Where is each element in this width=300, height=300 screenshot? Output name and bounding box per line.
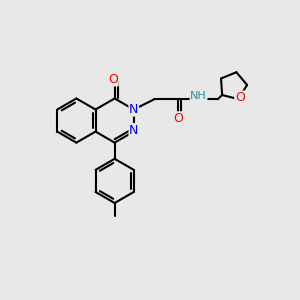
Text: N: N [129, 103, 139, 116]
Text: O: O [173, 112, 183, 125]
Text: O: O [108, 73, 118, 86]
Text: O: O [235, 91, 245, 104]
Text: NH: NH [190, 91, 207, 101]
Text: N: N [129, 124, 139, 136]
